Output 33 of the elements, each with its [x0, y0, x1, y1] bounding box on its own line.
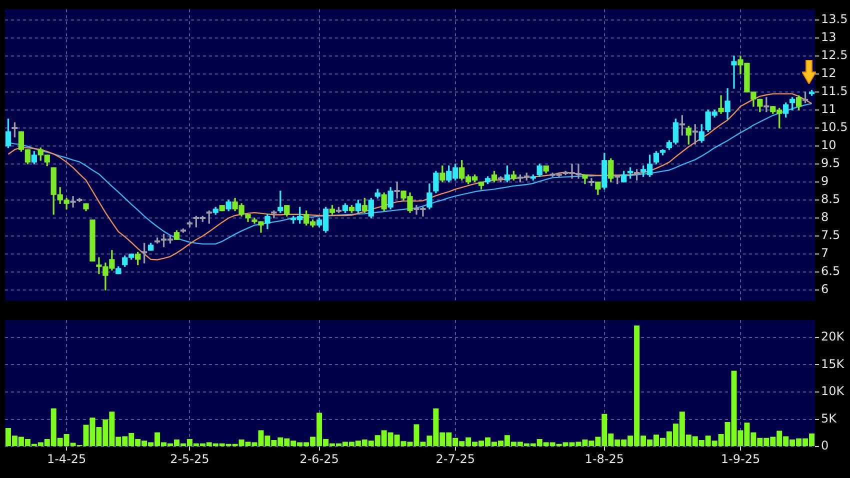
y-tick-label: 12 [821, 66, 836, 80]
y-tick-label: 13.5 [821, 12, 848, 26]
y-tick-label: 7.5 [821, 228, 840, 242]
y-tick-label: 9 [821, 174, 829, 188]
candlestick [718, 95, 724, 114]
candlestick [70, 196, 76, 208]
y-tick-label: 13 [821, 30, 836, 44]
y-tick-label: 10 [821, 138, 836, 152]
y-tick-label: 10K [821, 384, 846, 398]
y-tick-label: 6 [821, 282, 829, 296]
y-tick-label: 8.5 [821, 192, 840, 206]
candlestick [394, 182, 400, 199]
x-tick-label: 1-9-25 [720, 452, 760, 466]
x-tick-label: 1-4-25 [46, 452, 86, 466]
y-tick-label: 10.5 [821, 120, 848, 134]
y-tick-label: 8 [821, 210, 829, 224]
x-tick-label: 2-6-25 [300, 452, 339, 466]
candlestick [588, 178, 594, 186]
y-tick-label: 7 [821, 246, 829, 260]
x-tick-label: 2-7-25 [436, 452, 475, 466]
y-tick-label: 0 [821, 438, 829, 453]
y-tick-label: 11 [821, 102, 836, 116]
x-tick-label: 2-5-25 [170, 452, 210, 466]
y-tick-label: 20K [821, 330, 846, 344]
y-tick-label: 12.5 [821, 48, 848, 62]
x-tick-label: 1-8-25 [584, 452, 624, 466]
y-tick-label: 6.5 [821, 264, 840, 278]
y-tick-label: 11.5 [821, 84, 848, 98]
y-tick-label: 5K [821, 411, 838, 426]
candlestick [731, 56, 737, 89]
candlestick [271, 210, 277, 218]
y-tick-label: 9.5 [821, 156, 840, 170]
y-tick-label: 15K [821, 356, 846, 371]
